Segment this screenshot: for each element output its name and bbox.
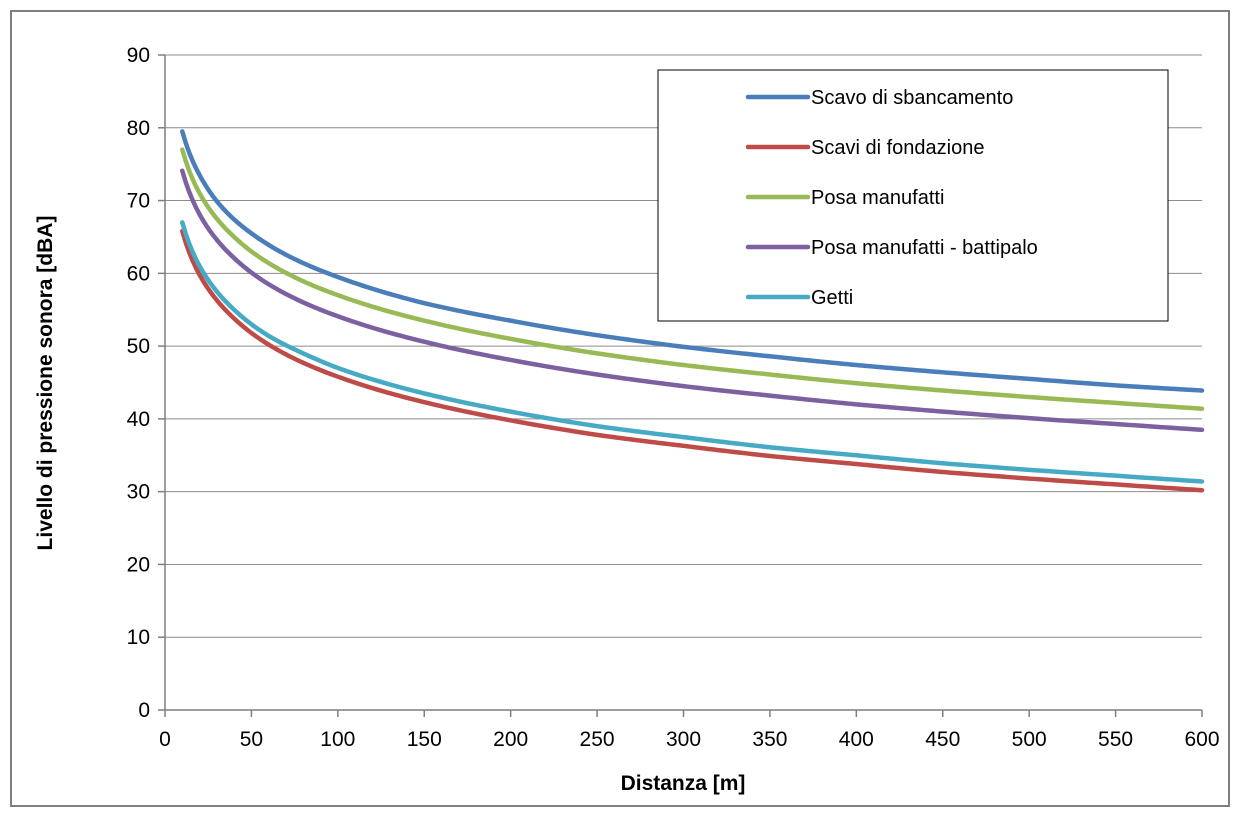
- x-tick-label: 450: [925, 728, 960, 751]
- y-tick-label: 20: [127, 553, 150, 576]
- series-line-5: [180, 220, 1205, 484]
- tick-labels: 0 10 20 30 40 50 60 70 80 90 0 50 100 150 200 250 300 350…: [127, 44, 1220, 751]
- y-tick-label: 30: [127, 481, 150, 504]
- series-lines: [180, 129, 1205, 493]
- y-axis-title: Livello di pressione sonora [dBA]: [34, 216, 57, 551]
- y-tick-label: 10: [127, 626, 150, 649]
- x-tick-label: 0: [159, 728, 171, 751]
- x-tick-label: 550: [1098, 728, 1133, 751]
- legend-label-5: Getti: [811, 287, 853, 309]
- x-tick-label: 50: [240, 728, 263, 751]
- y-tick-label: 60: [127, 262, 150, 285]
- legend-label-2: Scavi di fondazione: [811, 137, 984, 159]
- series-line-3: [180, 147, 1205, 411]
- y-tick-label: 50: [127, 335, 150, 358]
- legend-label-3: Posa manufatti: [811, 187, 944, 209]
- series-line-4: [180, 168, 1205, 433]
- x-axis-title: Distanza [m]: [621, 772, 746, 795]
- legend: Scavo di sbancamento Scavi di fondazione P…: [657, 69, 1169, 322]
- y-tick-label: 0: [138, 699, 150, 722]
- y-tick-label: 80: [127, 117, 150, 140]
- x-tick-label: 200: [493, 728, 528, 751]
- y-tick-label: 70: [127, 190, 150, 213]
- legend-box: [657, 69, 1169, 322]
- legend-items: Scavo di sbancamento Scavi di fondazione P…: [745, 87, 1038, 309]
- x-tick-label: 100: [320, 728, 355, 751]
- series-line-1: [180, 129, 1205, 393]
- x-tick-label: 600: [1184, 728, 1219, 751]
- x-tick-label: 400: [839, 728, 874, 751]
- x-tick-label: 350: [752, 728, 787, 751]
- legend-label-1: Scavo di sbancamento: [811, 87, 1013, 109]
- x-tick-label: 150: [407, 728, 442, 751]
- y-tick-label: 40: [127, 408, 150, 431]
- x-tick-label: 250: [580, 728, 615, 751]
- x-tick-label: 500: [1012, 728, 1047, 751]
- x-tick-label: 300: [666, 728, 701, 751]
- legend-label-4: Posa manufatti - battipalo: [811, 237, 1038, 259]
- y-tick-label: 90: [127, 44, 150, 67]
- series-line-2: [180, 228, 1205, 493]
